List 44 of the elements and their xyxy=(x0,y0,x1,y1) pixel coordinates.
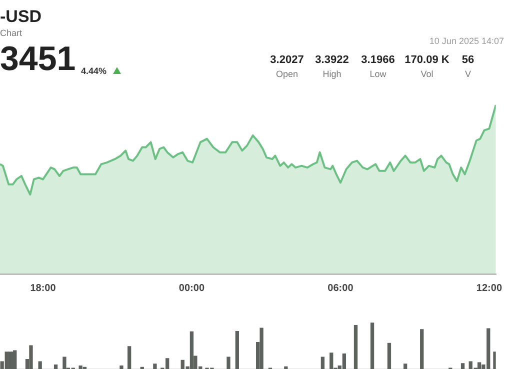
bar xyxy=(342,353,346,369)
bar xyxy=(29,345,33,369)
bar xyxy=(460,363,465,369)
x-tick-label: 18:00 xyxy=(30,282,56,294)
x-tick-label: 00:00 xyxy=(178,282,205,294)
bar xyxy=(284,366,288,369)
x-tick-label: 12:00 xyxy=(476,282,502,294)
bar xyxy=(370,322,374,369)
bar xyxy=(404,364,408,369)
text: 3.2027 xyxy=(269,54,305,66)
text: -USD xyxy=(0,7,42,27)
bar xyxy=(330,352,334,369)
text: 170.09 K xyxy=(404,54,450,66)
text: Chart xyxy=(0,28,22,38)
text: 10 Jun 2025 14:07 xyxy=(429,36,504,46)
text: 3.3922 xyxy=(314,54,350,66)
text: V xyxy=(464,69,472,79)
bar xyxy=(54,364,58,369)
bar xyxy=(62,356,66,369)
text: Vol xyxy=(420,69,434,79)
text: 3.1966 xyxy=(360,54,396,66)
text: 56 xyxy=(460,54,476,66)
bar xyxy=(226,356,230,369)
text: High xyxy=(322,69,342,79)
text: Low xyxy=(368,69,388,79)
bar xyxy=(387,342,392,369)
bar xyxy=(78,365,82,369)
bar xyxy=(38,361,42,369)
bar xyxy=(260,328,264,369)
bar xyxy=(120,365,124,369)
bar xyxy=(493,352,496,369)
text: 3451 xyxy=(0,40,76,79)
bar xyxy=(420,329,424,369)
bar xyxy=(320,356,325,369)
text: 4.44% xyxy=(81,66,107,76)
bar xyxy=(190,331,194,369)
bar xyxy=(153,364,157,369)
bar xyxy=(354,324,358,369)
bar xyxy=(477,362,482,369)
x-tick-label: 06:00 xyxy=(328,282,354,294)
bar xyxy=(127,346,132,369)
bar xyxy=(235,330,239,369)
bar xyxy=(13,350,17,369)
text: Open xyxy=(274,69,300,79)
